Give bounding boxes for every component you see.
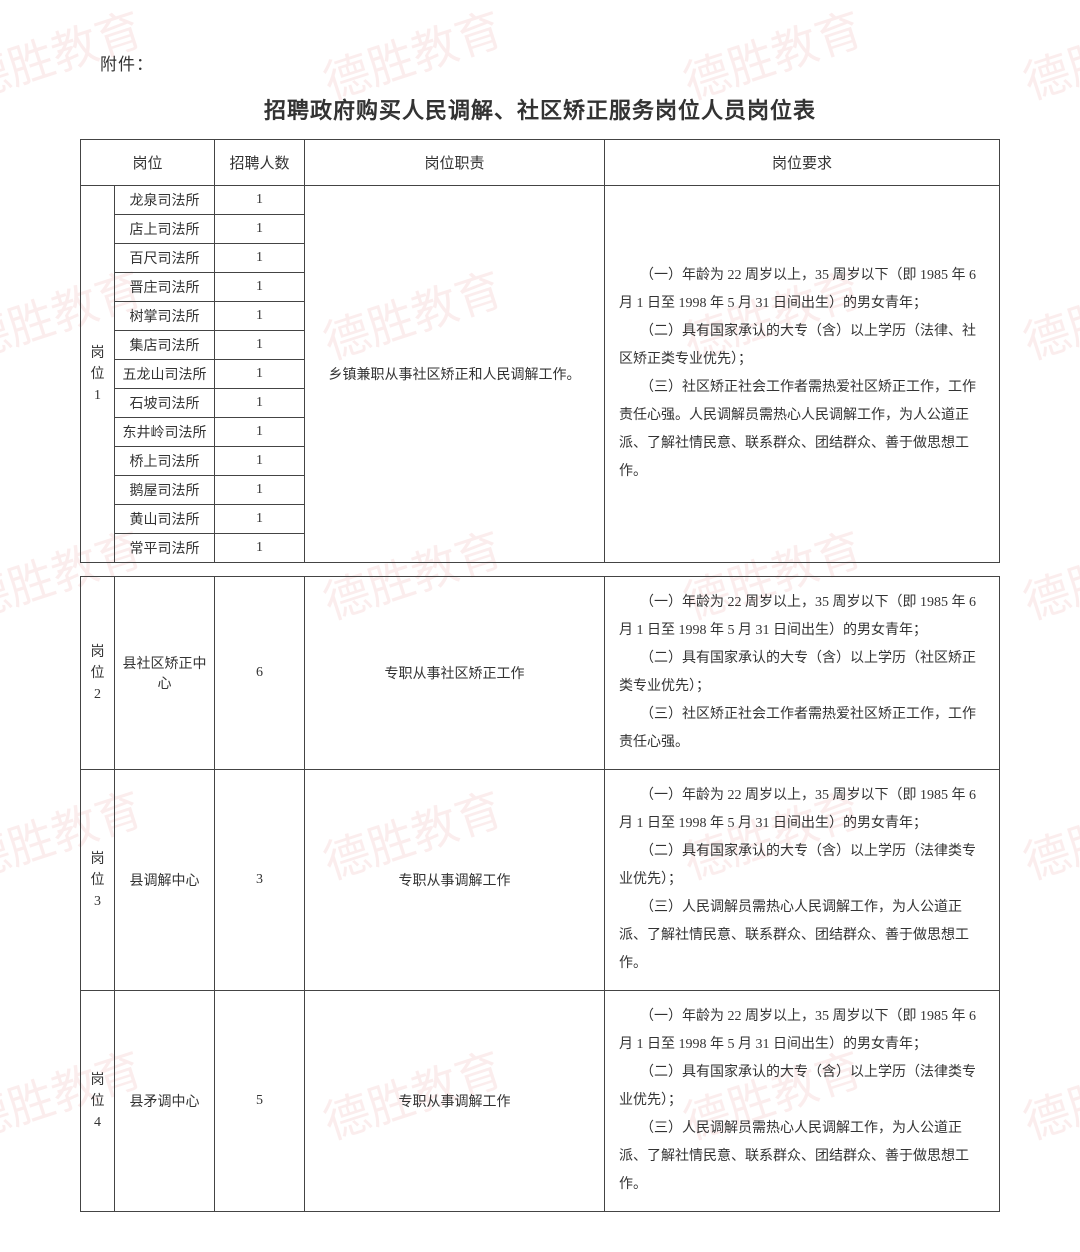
document-page: 附件： 招聘政府购买人民调解、社区矫正服务岗位人员岗位表 岗位 招聘人数 岗位职… <box>0 0 1080 1252</box>
group4-count: 5 <box>215 991 305 1212</box>
group2-name: 县社区矫正中心 <box>115 577 215 770</box>
position-count: 1 <box>215 331 305 360</box>
group1-duty: 乡镇兼职从事社区矫正和人民调解工作。 <box>305 186 605 563</box>
group4-name: 县矛调中心 <box>115 991 215 1212</box>
group2-count: 6 <box>215 577 305 770</box>
page-title: 招聘政府购买人民调解、社区矫正服务岗位人员岗位表 <box>80 93 1000 125</box>
position-name: 百尺司法所 <box>115 244 215 273</box>
position-count: 1 <box>215 273 305 302</box>
group1-body: 岗位1龙泉司法所1乡镇兼职从事社区矫正和人民调解工作。 （一）年龄为 22 周岁… <box>81 186 1000 563</box>
header-count: 招聘人数 <box>215 140 305 186</box>
position-name: 龙泉司法所 <box>115 186 215 215</box>
header-position: 岗位 <box>81 140 215 186</box>
position-name: 东井岭司法所 <box>115 418 215 447</box>
position-name: 树掌司法所 <box>115 302 215 331</box>
group2-label: 岗位2 <box>81 577 115 770</box>
group4-requirement: （一）年龄为 22 周岁以上，35 周岁以下（即 1985 年 6 月 1 日至… <box>605 991 1000 1212</box>
group2-requirement: （一）年龄为 22 周岁以上，35 周岁以下（即 1985 年 6 月 1 日至… <box>605 577 1000 770</box>
group4-row: 岗位4 县矛调中心 5 专职从事调解工作 （一）年龄为 22 周岁以上，35 周… <box>81 991 1000 1212</box>
group3-count: 3 <box>215 770 305 991</box>
position-count: 1 <box>215 302 305 331</box>
position-name: 石坡司法所 <box>115 389 215 418</box>
position-count: 1 <box>215 186 305 215</box>
position-count: 1 <box>215 505 305 534</box>
group3-name: 县调解中心 <box>115 770 215 991</box>
table-gap <box>81 563 1000 577</box>
position-count: 1 <box>215 360 305 389</box>
group2-row: 岗位2 县社区矫正中心 6 专职从事社区矫正工作 （一）年龄为 22 周岁以上，… <box>81 577 1000 770</box>
group1-requirement: （一）年龄为 22 周岁以上，35 周岁以下（即 1985 年 6 月 1 日至… <box>605 186 1000 563</box>
position-name: 店上司法所 <box>115 215 215 244</box>
position-name: 晋庄司法所 <box>115 273 215 302</box>
header-requirement: 岗位要求 <box>605 140 1000 186</box>
position-name: 集店司法所 <box>115 331 215 360</box>
group4-label: 岗位4 <box>81 991 115 1212</box>
position-table: 岗位 招聘人数 岗位职责 岗位要求 岗位1龙泉司法所1乡镇兼职从事社区矫正和人民… <box>80 139 1000 1212</box>
group3-duty: 专职从事调解工作 <box>305 770 605 991</box>
position-count: 1 <box>215 244 305 273</box>
group2-duty: 专职从事社区矫正工作 <box>305 577 605 770</box>
position-count: 1 <box>215 447 305 476</box>
position-name: 常平司法所 <box>115 534 215 563</box>
position-name: 五龙山司法所 <box>115 360 215 389</box>
group3-label: 岗位3 <box>81 770 115 991</box>
position-count: 1 <box>215 418 305 447</box>
position-count: 1 <box>215 215 305 244</box>
group3-row: 岗位3 县调解中心 3 专职从事调解工作 （一）年龄为 22 周岁以上，35 周… <box>81 770 1000 991</box>
position-count: 1 <box>215 389 305 418</box>
table-row: 岗位1龙泉司法所1乡镇兼职从事社区矫正和人民调解工作。 （一）年龄为 22 周岁… <box>81 186 1000 215</box>
group3-requirement: （一）年龄为 22 周岁以上，35 周岁以下（即 1985 年 6 月 1 日至… <box>605 770 1000 991</box>
attachment-label: 附件： <box>100 50 1000 75</box>
group1-label: 岗位1 <box>81 186 115 563</box>
table-header-row: 岗位 招聘人数 岗位职责 岗位要求 <box>81 140 1000 186</box>
position-count: 1 <box>215 534 305 563</box>
group4-duty: 专职从事调解工作 <box>305 991 605 1212</box>
position-count: 1 <box>215 476 305 505</box>
header-duty: 岗位职责 <box>305 140 605 186</box>
position-name: 鹅屋司法所 <box>115 476 215 505</box>
position-name: 黄山司法所 <box>115 505 215 534</box>
position-name: 桥上司法所 <box>115 447 215 476</box>
